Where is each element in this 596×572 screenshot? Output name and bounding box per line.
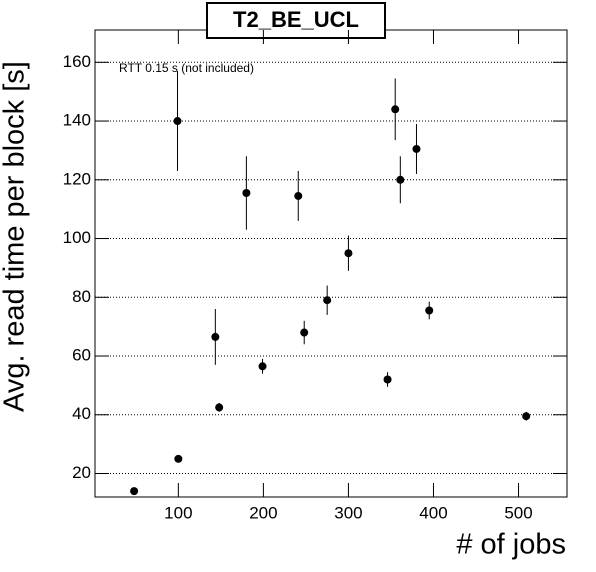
y-tick-label: 60 — [72, 346, 91, 365]
point — [391, 105, 400, 114]
point — [294, 191, 303, 200]
point — [215, 403, 224, 412]
x-tick-label: 300 — [334, 503, 362, 522]
point — [258, 362, 267, 371]
point — [300, 328, 309, 337]
y-tick-label: 80 — [72, 287, 91, 306]
point — [130, 487, 139, 496]
y-tick-label: 120 — [63, 169, 91, 188]
y-axis-label: Avg. read time per block [s] — [0, 61, 31, 412]
point — [173, 117, 182, 126]
point — [383, 375, 392, 384]
y-tick-label: 160 — [63, 52, 91, 71]
x-axis-label: # of jobs — [456, 529, 566, 561]
annotation: RTT 0.15 s (not included) — [119, 61, 254, 75]
point — [211, 332, 220, 341]
y-tick-label: 40 — [72, 404, 91, 423]
x-tick-label: 200 — [249, 503, 277, 522]
x-tick-label: 100 — [164, 503, 192, 522]
point — [344, 249, 353, 258]
point — [425, 306, 434, 315]
point — [396, 175, 405, 184]
y-tick-label: 20 — [72, 463, 91, 482]
plot-frame — [94, 29, 568, 498]
y-tick-label: 140 — [63, 111, 91, 130]
point — [323, 296, 332, 305]
x-tick-label: 400 — [419, 503, 447, 522]
chart-title: T2_BE_UCL — [233, 7, 359, 32]
y-tick-label: 100 — [63, 228, 91, 247]
point — [242, 189, 251, 198]
point — [412, 144, 421, 153]
title-box — [206, 2, 386, 39]
x-tick-label: 500 — [504, 503, 532, 522]
point — [522, 412, 531, 421]
point — [174, 454, 183, 463]
